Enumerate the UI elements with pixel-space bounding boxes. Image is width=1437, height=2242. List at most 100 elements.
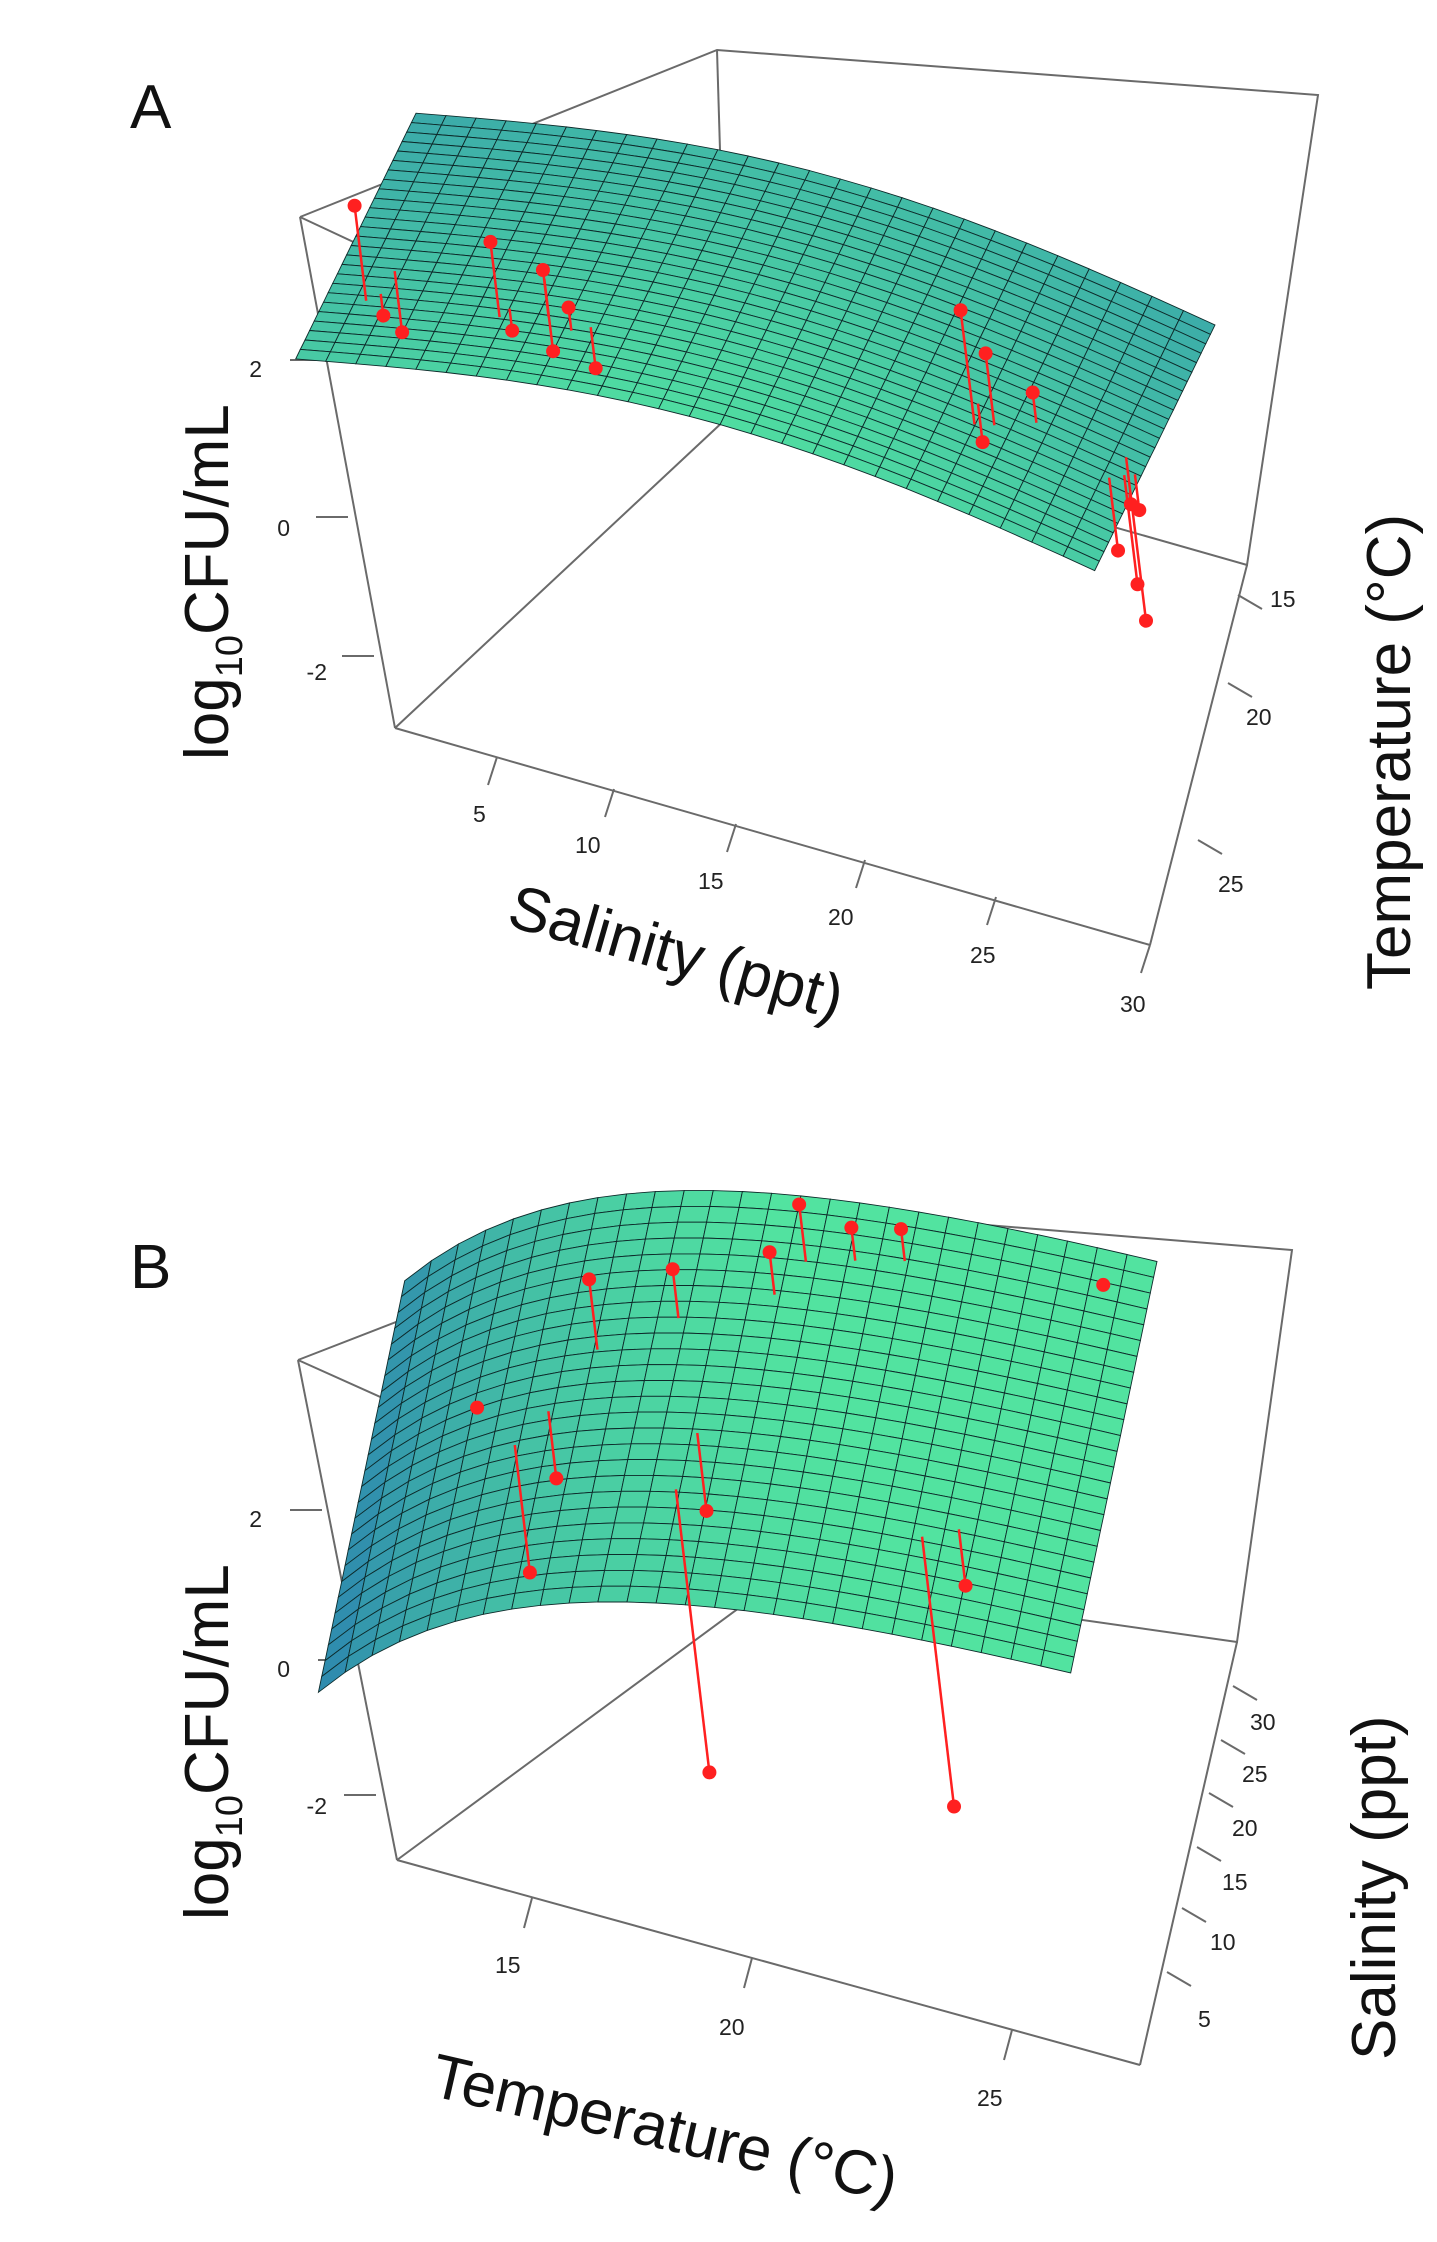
surface-facet	[606, 1270, 640, 1290]
x-tick-label: 5	[473, 801, 486, 827]
surface-facet	[633, 1554, 667, 1572]
z-axis-label: log10CFU/mL	[173, 404, 251, 760]
surface-facet	[647, 1348, 681, 1366]
surface-facet	[666, 1395, 700, 1414]
surface-facet	[705, 1349, 739, 1368]
surface-facet	[696, 1253, 730, 1272]
x-tick-label: 20	[719, 2014, 745, 2040]
data-point	[1096, 1277, 1111, 1292]
surface-facet	[747, 1287, 782, 1308]
chart-b-x-ticks	[523, 1897, 1013, 2061]
data-point	[549, 1471, 564, 1486]
surface-facet	[670, 1237, 704, 1255]
surface-facet	[657, 1300, 691, 1318]
data-point	[561, 300, 576, 315]
surface-facet	[581, 1522, 616, 1541]
chart-b-y-ticks	[1166, 1685, 1258, 1987]
surface-facet	[737, 1335, 772, 1355]
surface-facet	[595, 1459, 629, 1477]
surface-facet	[637, 1395, 671, 1413]
panel-label-b: B	[130, 1233, 171, 1302]
surface-facet	[619, 1207, 653, 1227]
data-point	[958, 1578, 973, 1593]
y-tick-label: 15	[1270, 586, 1296, 612]
surface-facet	[699, 1237, 733, 1256]
surface-facet	[599, 1301, 633, 1321]
z-axis-label: log10CFU/mL	[173, 1564, 251, 1920]
surface-facet	[629, 1569, 664, 1588]
surface-facet	[549, 1539, 583, 1559]
chart-b-points	[470, 1197, 1111, 1814]
surface-facet	[735, 1206, 769, 1226]
residual-line	[671, 1269, 680, 1319]
residual-line	[959, 310, 976, 425]
surface-facet	[578, 1538, 612, 1557]
surface-facet	[640, 1380, 674, 1397]
surface-facet	[650, 1332, 684, 1350]
surface-facet	[644, 1221, 679, 1240]
data-point	[1111, 543, 1126, 558]
surface-facet	[597, 1585, 631, 1603]
surface-facet	[691, 1556, 726, 1577]
surface-facet	[601, 1427, 635, 1446]
surface-facet	[692, 1269, 727, 1287]
surface-facet	[717, 1430, 752, 1450]
surface-facet	[633, 1411, 668, 1429]
surface-facet	[295, 348, 332, 362]
surface-facet	[604, 1554, 638, 1571]
surface-facet	[585, 1506, 619, 1525]
y-tick-label: 25	[1242, 1761, 1268, 1787]
surface-facet	[695, 1396, 730, 1416]
z-tick-label: -2	[307, 1793, 327, 1819]
surface-facet	[708, 1333, 743, 1353]
data-point	[792, 1197, 807, 1212]
x-tick-label: 20	[828, 904, 854, 930]
surface-facet	[680, 1190, 714, 1207]
y-tick-label: 15	[1222, 1869, 1248, 1895]
data-point	[1139, 613, 1154, 628]
surface-facet	[539, 1586, 573, 1606]
surface-facet	[708, 1477, 742, 1498]
surface-facet	[702, 1365, 736, 1384]
surface-facet	[698, 1525, 732, 1545]
surface-facet	[714, 1591, 748, 1612]
surface-facet	[624, 1316, 659, 1335]
z-axis-label-rest: CFU/mL	[173, 404, 242, 635]
data-point	[844, 1220, 859, 1235]
data-point	[894, 1222, 909, 1237]
surface-facet	[623, 1459, 658, 1476]
surface-facet	[721, 1270, 756, 1289]
y-axis-label: Temperature (°C)	[1355, 514, 1424, 990]
data-point	[1123, 497, 1138, 512]
surface-facet	[613, 1506, 648, 1524]
surface-facet	[679, 1332, 714, 1351]
z-axis-label-main: log	[173, 677, 242, 760]
surface-facet	[655, 1586, 690, 1606]
z-axis-label-rest: CFU/mL	[173, 1564, 242, 1795]
surface-facet	[622, 1191, 656, 1211]
surface-facet	[355, 353, 392, 367]
surface-facet	[630, 1427, 665, 1445]
surface-facet	[607, 1538, 641, 1556]
surface-facet	[682, 1460, 716, 1479]
chart-a-z-ticks	[290, 359, 374, 657]
surface-facet	[688, 1428, 723, 1448]
surface-facet	[728, 1238, 763, 1258]
surface-facet	[738, 1191, 773, 1210]
x-tick-label: 15	[698, 868, 724, 894]
surface-facet	[543, 1571, 577, 1591]
surface-facet	[569, 1444, 603, 1464]
surface-facet	[572, 1428, 607, 1448]
data-point	[535, 263, 550, 278]
residual-line	[541, 269, 550, 318]
data-point	[522, 1565, 537, 1580]
surface-facet	[627, 1443, 661, 1461]
surface-facet	[641, 1237, 675, 1256]
x-tick-label: 15	[495, 1952, 521, 1978]
data-point	[483, 234, 498, 249]
surface-facet	[764, 1208, 799, 1228]
surface-facet	[571, 1569, 606, 1588]
residual-line	[1122, 474, 1139, 585]
surface-facet	[725, 1254, 759, 1273]
surface-facet	[325, 351, 362, 365]
